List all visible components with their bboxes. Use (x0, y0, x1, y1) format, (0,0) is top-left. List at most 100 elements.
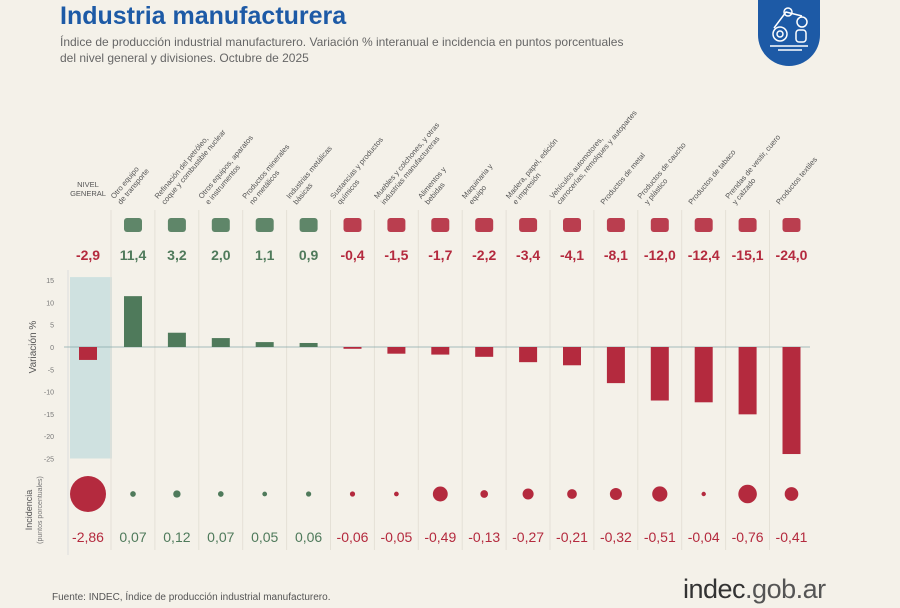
y-axis-label: Variación % (28, 321, 39, 374)
shirt-icon (738, 218, 757, 232)
furniture-icon (387, 218, 406, 232)
mineral-icon (299, 218, 318, 232)
category-label-line: carrocerías, remolques y autopartes (555, 108, 639, 206)
value-label: -3,4 (516, 247, 540, 263)
incidence-bubble (567, 489, 577, 499)
brand-suffix: .gob.ar (745, 574, 826, 604)
indec-brand: indec.gob.ar (683, 574, 826, 605)
category-label-line: Productos textiles (774, 155, 819, 206)
bar (387, 347, 406, 354)
incidence-axis-sublabel: (puntos porcentuales) (37, 476, 44, 544)
incidence-bubble (173, 490, 181, 498)
bar (343, 347, 362, 349)
subtitle-line-2: del nivel general y divisiones. Octubre … (60, 51, 309, 65)
value-label: 1,1 (255, 247, 275, 263)
incidence-label: -2,86 (72, 529, 104, 545)
bar (431, 347, 450, 355)
y-tick-label: 0 (50, 345, 54, 352)
incidence-bubble (432, 486, 448, 502)
incidence-label: -0,05 (380, 529, 412, 545)
bar (475, 347, 494, 357)
category-label: GENERAL (70, 189, 106, 198)
brand-main: indec (683, 574, 746, 604)
y-tick-label: -5 (48, 367, 54, 374)
category-label-line: Prendas de vestir, cuero (723, 133, 782, 201)
category-label: NIVEL (77, 180, 99, 189)
incidence-bubble (652, 486, 668, 502)
bar (124, 296, 142, 347)
y-tick-label: -10 (44, 390, 54, 397)
value-label: -2,2 (472, 247, 496, 263)
incidence-label: 0,07 (119, 529, 146, 545)
mixer-truck-icon (255, 218, 274, 232)
incidence-bubble (394, 491, 399, 497)
value-label: 11,4 (120, 247, 147, 263)
bar (650, 347, 669, 401)
incidence-bubble (70, 476, 106, 512)
subtitle-line-1: Índice de producción industrial manufact… (60, 35, 624, 49)
value-label: -12,4 (688, 247, 720, 263)
bar (299, 342, 318, 347)
bar (563, 347, 581, 366)
incidence-axis-label: Incidencia (24, 490, 34, 531)
value-label: -15,1 (732, 247, 764, 263)
incidence-bubble (305, 491, 312, 497)
incidence-bubble (262, 491, 268, 497)
page-title: Industria manufacturera (60, 2, 347, 30)
source-note: Fuente: INDEC, Índice de producción indu… (52, 592, 331, 603)
value-label: -4,1 (560, 247, 584, 263)
value-label: 3,2 (167, 247, 187, 263)
incidence-bubble (609, 487, 622, 501)
flask-icon (343, 218, 362, 232)
tire-icon (650, 218, 669, 232)
bar (738, 347, 757, 415)
motorcycle-icon (124, 218, 142, 232)
incidence-bubble (349, 491, 356, 497)
value-label: -1,7 (428, 247, 452, 263)
incidence-label: 0,05 (251, 529, 278, 545)
incidence-label: -0,51 (644, 529, 676, 545)
nivel-general-highlight (70, 277, 112, 459)
bar (255, 342, 274, 347)
incidence-label: -0,41 (776, 529, 808, 545)
incidence-bubble (217, 491, 224, 497)
bar (782, 347, 801, 455)
bar (79, 347, 97, 360)
incidence-label: -0,21 (556, 529, 588, 545)
value-label: -8,1 (604, 247, 628, 263)
paper-icon (519, 218, 538, 232)
incidence-bubble (784, 487, 799, 501)
bar (167, 332, 186, 347)
value-label: -24,0 (776, 247, 808, 263)
bar (519, 347, 538, 363)
value-label: 2,0 (211, 247, 231, 263)
y-tick-label: -20 (44, 434, 54, 441)
incidence-label: 0,06 (295, 529, 322, 545)
y-tick-label: 10 (46, 300, 54, 307)
incidence-label: -0,04 (688, 529, 720, 545)
incidence-label: 0,07 (207, 529, 234, 545)
bar (211, 338, 230, 347)
car-icon (563, 218, 581, 232)
y-tick-label: -25 (44, 457, 54, 464)
incidence-label: -0,76 (732, 529, 764, 545)
incidence-label: -0,27 (512, 529, 544, 545)
pipe-icon (694, 218, 713, 232)
bar (606, 347, 625, 384)
value-label: -2,9 (76, 247, 100, 263)
tractor-icon (475, 218, 494, 232)
refinery-icon (167, 218, 186, 232)
bottle-icon (431, 218, 450, 232)
robot-arm-logo-icon (758, 0, 820, 66)
y-tick-label: 5 (50, 323, 54, 330)
bar (694, 347, 713, 403)
laptop-icon (211, 218, 230, 232)
category-label: Productos textiles (774, 155, 819, 206)
incidence-label: -0,49 (424, 529, 456, 545)
y-tick-label: -15 (44, 412, 54, 419)
